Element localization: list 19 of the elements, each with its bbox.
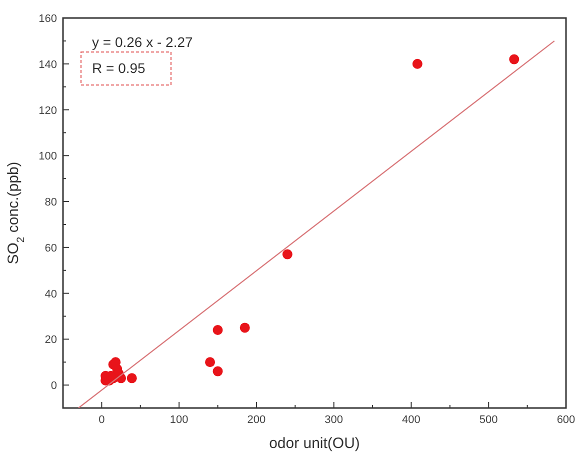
y-tick-label: 160 [38, 13, 57, 25]
y-tick-label: 0 [50, 380, 57, 392]
x-tick-label: 600 [556, 414, 576, 426]
y-tick-label: 80 [44, 196, 57, 209]
x-axis-title: odor unit(OU) [269, 435, 360, 452]
x-tick-label: 300 [324, 414, 344, 426]
x-tick-label: 200 [247, 414, 266, 426]
annotation: y = 0.26 x - 2.27 [92, 34, 193, 50]
x-tick-label: 0 [98, 414, 105, 426]
y-tick-label: 20 [44, 334, 57, 346]
x-tick-label: 100 [170, 414, 188, 426]
y-tick-label: 60 [44, 242, 57, 254]
y-tick-label: 100 [38, 150, 57, 163]
x-tick-label: 500 [479, 414, 498, 426]
y-tick-label: 40 [44, 288, 57, 300]
x-tick-label: 400 [402, 414, 420, 426]
annotation: R = 0.95 [92, 60, 146, 76]
y-tick-label: 120 [38, 104, 57, 117]
y-tick-label: 140 [38, 58, 57, 71]
